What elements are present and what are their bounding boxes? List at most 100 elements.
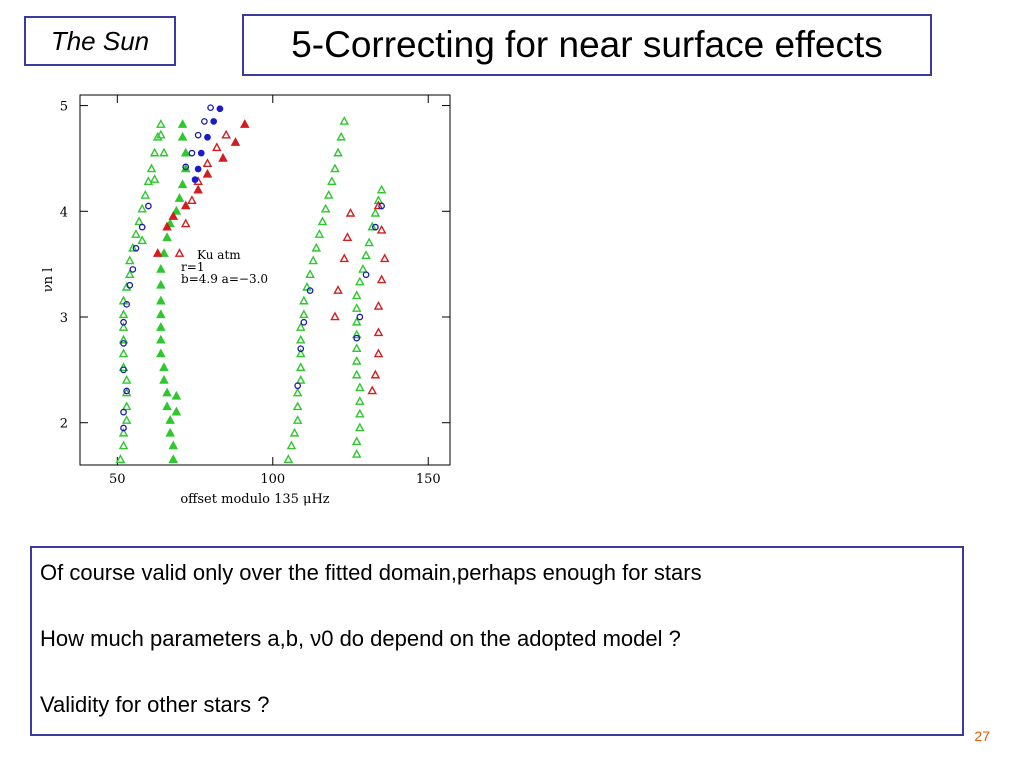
data-point-green-open-triangle bbox=[295, 362, 306, 372]
data-point-navy-filled-circle bbox=[204, 133, 211, 141]
data-point-green-open-triangle bbox=[134, 216, 144, 226]
data-point-green-open-triangle bbox=[323, 189, 334, 199]
data-point-green-open-triangle bbox=[146, 163, 157, 173]
data-point-green-open-triangle bbox=[339, 115, 350, 125]
data-point-green-filled-triangle bbox=[168, 454, 179, 464]
data-point-green-open-triangle bbox=[355, 276, 365, 286]
data-point-red-open-triangle bbox=[333, 285, 343, 294]
topic-tag-box: The Sun bbox=[24, 16, 176, 66]
data-point-green-open-triangle bbox=[317, 216, 328, 226]
data-point-red-open-triangle bbox=[342, 232, 353, 242]
data-point-green-open-triangle bbox=[295, 322, 306, 331]
data-point-green-filled-triangle bbox=[156, 334, 166, 344]
data-point-red-open-triangle bbox=[370, 369, 381, 379]
data-point-red-filled-triangle bbox=[240, 119, 250, 128]
data-point-green-open-triangle bbox=[351, 355, 362, 365]
data-point-navy-open-circle bbox=[306, 287, 314, 294]
data-point-green-open-triangle bbox=[305, 269, 315, 279]
data-point-green-open-triangle bbox=[295, 334, 306, 344]
data-point-red-open-triangle bbox=[373, 348, 384, 358]
data-point-green-open-triangle bbox=[333, 147, 343, 157]
data-point-green-filled-triangle bbox=[159, 374, 169, 384]
data-point-green-open-triangle bbox=[143, 176, 154, 185]
data-point-red-open-triangle bbox=[212, 142, 222, 152]
data-point-green-filled-triangle bbox=[171, 205, 182, 215]
data-point-navy-open-circle bbox=[378, 202, 385, 210]
data-point-green-open-triangle bbox=[128, 242, 138, 252]
data-point-red-filled-triangle bbox=[230, 137, 241, 146]
data-point-red-open-triangle bbox=[367, 385, 378, 395]
data-point-green-filled-triangle bbox=[165, 415, 175, 424]
y-axis-label: νn l bbox=[41, 268, 56, 293]
data-point-green-filled-triangle bbox=[162, 401, 172, 411]
x-axis-label: offset modulo 135 μHz bbox=[180, 492, 329, 507]
data-point-red-open-triangle bbox=[379, 253, 390, 263]
note-line-3: Validity for other stars ? bbox=[40, 692, 270, 717]
data-point-green-open-triangle bbox=[159, 147, 169, 157]
data-point-navy-open-circle bbox=[132, 244, 140, 252]
data-point-green-open-triangle bbox=[351, 369, 362, 379]
data-point-green-open-triangle bbox=[330, 163, 340, 173]
y-tick-label: 3 bbox=[60, 311, 68, 326]
data-point-green-open-triangle bbox=[295, 374, 306, 384]
data-point-navy-open-circle bbox=[194, 131, 202, 139]
data-point-green-open-triangle bbox=[351, 343, 362, 353]
data-point-green-open-triangle bbox=[361, 250, 371, 259]
y-tick-label: 5 bbox=[60, 100, 68, 115]
data-point-navy-open-circle bbox=[372, 223, 379, 231]
data-point-green-open-triangle bbox=[152, 131, 163, 141]
data-point-red-open-triangle bbox=[174, 248, 185, 257]
data-point-green-open-triangle bbox=[137, 203, 147, 213]
data-point-green-filled-triangle bbox=[174, 193, 185, 202]
data-point-green-open-triangle bbox=[118, 295, 129, 305]
data-point-green-open-triangle bbox=[351, 290, 362, 300]
data-point-green-open-triangle bbox=[118, 440, 129, 450]
data-point-red-open-triangle bbox=[345, 207, 356, 217]
data-point-green-filled-triangle bbox=[171, 406, 182, 416]
data-point-navy-open-circle bbox=[182, 163, 190, 171]
note-line-1: Of course valid only over the fitted dom… bbox=[40, 560, 702, 585]
data-point-green-open-triangle bbox=[137, 235, 147, 245]
data-point-green-open-triangle bbox=[292, 415, 303, 424]
data-point-green-filled-triangle bbox=[159, 362, 169, 372]
data-point-green-open-triangle bbox=[320, 203, 331, 213]
echelle-diagram: 50 100 150 2 3 4 5 offset modulo 135 μHz νn l Ku … bbox=[41, 94, 451, 507]
data-point-green-open-triangle bbox=[295, 348, 306, 358]
data-point-navy-open-circle bbox=[126, 281, 134, 289]
data-point-green-filled-triangle bbox=[156, 279, 166, 289]
data-point-navy-open-circle bbox=[188, 149, 196, 157]
data-point-green-open-triangle bbox=[308, 255, 318, 265]
data-point-navy-open-circle bbox=[201, 118, 208, 125]
data-point-navy-filled-circle bbox=[197, 149, 205, 157]
data-point-green-open-triangle bbox=[121, 401, 132, 411]
page-number: 27 bbox=[974, 728, 990, 744]
data-point-green-open-triangle bbox=[156, 119, 166, 128]
data-point-navy-filled-circle bbox=[210, 118, 218, 125]
data-point-navy-open-circle bbox=[294, 382, 301, 390]
data-point-green-open-triangle bbox=[140, 189, 151, 199]
data-point-green-open-triangle bbox=[370, 207, 381, 217]
data-point-red-open-triangle bbox=[373, 327, 384, 337]
data-point-green-open-triangle bbox=[156, 129, 166, 139]
data-point-green-open-triangle bbox=[367, 221, 378, 231]
data-point-navy-open-circle bbox=[362, 271, 370, 279]
data-point-green-open-triangle bbox=[289, 427, 300, 437]
data-point-green-open-triangle bbox=[355, 422, 365, 432]
data-point-navy-open-circle bbox=[129, 266, 137, 273]
data-point-navy-open-circle bbox=[353, 334, 361, 342]
data-point-navy-open-circle bbox=[300, 318, 308, 326]
data-point-green-open-triangle bbox=[355, 408, 365, 418]
topic-tag: The Sun bbox=[50, 25, 150, 56]
data-point-navy-filled-circle bbox=[216, 105, 224, 113]
data-point-green-open-triangle bbox=[149, 174, 160, 183]
data-point-green-open-triangle bbox=[351, 448, 362, 458]
data-point-navy-open-circle bbox=[145, 202, 152, 210]
y-tick-label: 4 bbox=[60, 205, 68, 220]
data-point-green-filled-triangle bbox=[156, 348, 166, 358]
annotation-line: b=4.9 a=−3.0 bbox=[181, 272, 268, 286]
data-point-red-filled-triangle bbox=[168, 211, 179, 220]
data-point-green-open-triangle bbox=[149, 147, 160, 157]
data-point-green-filled-triangle bbox=[159, 248, 169, 257]
data-point-green-open-triangle bbox=[299, 295, 309, 305]
data-point-navy-open-circle bbox=[123, 387, 130, 395]
